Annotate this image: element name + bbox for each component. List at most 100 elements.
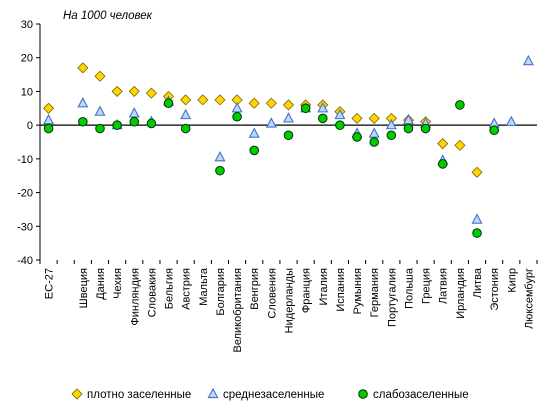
triangle-point [385, 118, 397, 130]
diamond-point [265, 97, 277, 109]
circle-point [472, 228, 482, 238]
diamond-point [111, 85, 123, 97]
circle-point [43, 123, 54, 134]
circle-point [455, 100, 465, 110]
y-tick-label: -40 [17, 255, 33, 267]
triangle-point [94, 105, 106, 116]
triangle-point [471, 213, 483, 224]
triangle-point [368, 127, 380, 138]
legend-diamond-icon [71, 388, 83, 400]
x-tick-label: ЕС-27 [44, 268, 56, 299]
x-tick-label: Болгария [215, 268, 227, 316]
diamond-point [145, 87, 157, 99]
circle-point [300, 103, 311, 114]
legend-label: среднезаселенные [223, 389, 324, 401]
triangle-point [522, 54, 534, 66]
triangle-point [265, 117, 277, 128]
triangle-point [77, 97, 89, 108]
circle-point [369, 137, 379, 147]
y-tick-label: -30 [17, 221, 33, 233]
triangle-point [505, 115, 517, 126]
circle-point [437, 159, 448, 169]
diamond-point [77, 62, 89, 74]
x-tick-label: Чехия [112, 268, 124, 299]
diamond-point [368, 112, 380, 124]
triangle-point [334, 108, 346, 120]
diamond-point [94, 70, 106, 82]
diamond-point [282, 99, 295, 111]
x-tick-label: Эстония [489, 268, 501, 311]
legend-triangle-icon [207, 387, 219, 399]
x-tick-label: Словения [266, 268, 278, 319]
x-tick-label: Швеция [78, 268, 90, 308]
x-tick-label: Португалия [386, 268, 398, 327]
x-tick-label: Финляндия [129, 268, 141, 326]
y-tick-label: 30 [21, 19, 33, 31]
x-tick-label: Румыния [352, 268, 364, 314]
x-tick-label: Германия [369, 268, 381, 317]
circle-point [249, 145, 260, 156]
x-tick-label: Польша [403, 267, 415, 309]
circle-point [317, 113, 328, 124]
circle-point [335, 120, 345, 130]
circle-point [180, 123, 191, 134]
diamond-point [437, 138, 449, 150]
circle-point [403, 123, 414, 134]
legend-label: слабозаселенные [373, 389, 469, 401]
x-tick-label: Франция [301, 268, 313, 313]
y-tick-label: 0 [27, 120, 33, 132]
x-tick-label: Нидерланды [284, 268, 296, 333]
unit-label: На 1000 человек [63, 10, 153, 22]
x-tick-label: Испания [335, 268, 347, 312]
x-tick-label: Литва [472, 267, 484, 298]
x-tick-label: Венгрия [249, 268, 261, 310]
legend-label: плотно заселенные [87, 389, 191, 401]
circle-point [232, 111, 242, 122]
triangle-point [282, 112, 295, 123]
diamond-point [248, 97, 260, 109]
circle-point [146, 118, 157, 129]
diamond-point [128, 85, 140, 97]
diamond-point [180, 94, 192, 106]
x-axis: ЕС-27 Швеция Дания Чехия Финляндия Словакия Бе… [39, 260, 538, 353]
triangle-point [214, 151, 226, 162]
legend: плотно заселенные среднезаселенные слабоза… [71, 387, 469, 401]
x-tick-label: Дания [95, 268, 107, 300]
triangle-point [180, 108, 192, 120]
diamond-point [471, 166, 483, 178]
x-tick-label: Люксембург [523, 268, 535, 329]
x-tick-label: Латвия [438, 268, 450, 304]
diamond-point [197, 94, 209, 106]
x-tick-label: Мальта [198, 267, 210, 306]
x-tick-label: Великобритания [232, 268, 244, 353]
circle-point [215, 165, 225, 176]
circle-point [78, 116, 88, 127]
x-tick-label: Австрия [181, 268, 193, 310]
circle-point [420, 123, 431, 134]
circle-point [112, 120, 122, 130]
x-tick-label: Словакия [146, 268, 158, 317]
legend-circle-icon [358, 389, 368, 399]
x-tick-label: Бельгия [164, 268, 176, 309]
diamond-point [454, 139, 466, 151]
triangle-point [43, 113, 55, 125]
x-tick-label: Греция [421, 268, 433, 304]
x-tick-label: Италия [318, 268, 330, 306]
y-tick-label: -10 [17, 154, 33, 166]
circle-point [163, 98, 174, 109]
diamond-point [214, 94, 226, 106]
diamond-point [43, 102, 55, 114]
triangle-point [317, 102, 329, 113]
circle-point [283, 130, 294, 141]
triangle-point [231, 102, 243, 113]
data-marks [43, 54, 534, 238]
circle-point [386, 130, 397, 141]
y-tick-label: 10 [21, 86, 33, 98]
diamond-point [351, 112, 363, 124]
y-tick-label: 20 [21, 53, 33, 65]
x-tick-label: Ирландия [455, 268, 467, 319]
circle-point [352, 132, 362, 142]
circle-point [129, 116, 140, 127]
y-tick-label: -20 [17, 188, 33, 200]
